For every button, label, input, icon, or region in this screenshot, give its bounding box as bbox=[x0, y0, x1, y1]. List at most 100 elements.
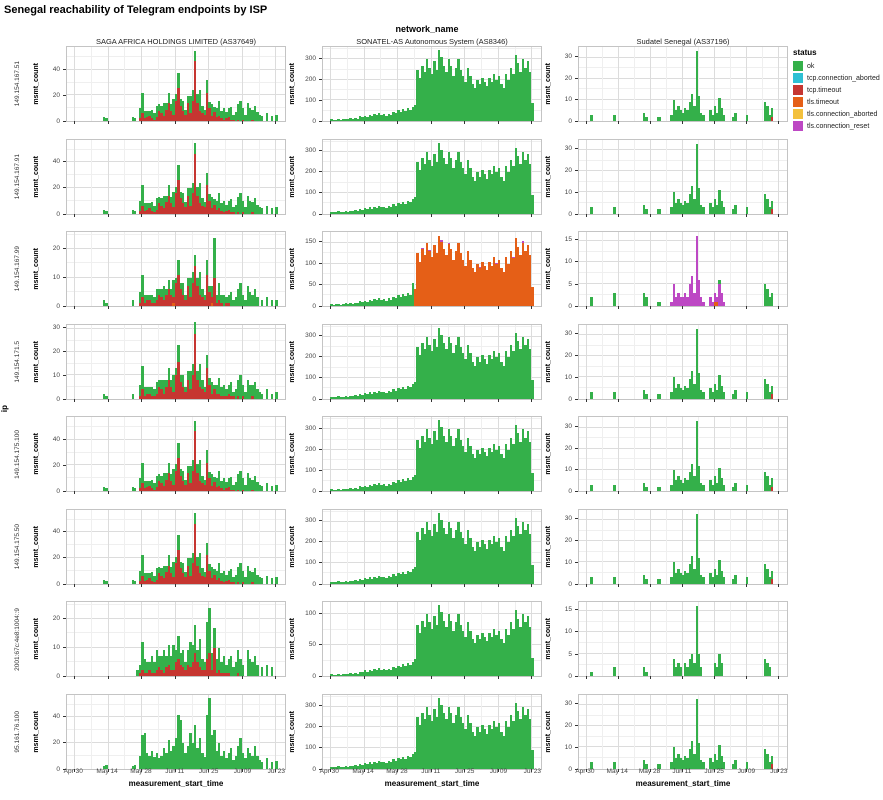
bar-segment bbox=[143, 673, 147, 676]
gridline-major-v bbox=[585, 47, 587, 121]
gridline-major-h bbox=[67, 618, 285, 620]
bar-segment bbox=[485, 363, 489, 399]
bar-segment bbox=[227, 673, 230, 676]
bar-segment bbox=[672, 192, 675, 214]
gridline-minor-h bbox=[579, 294, 787, 296]
x-tick-mark bbox=[497, 676, 499, 679]
bar-segment bbox=[481, 170, 484, 214]
facet-cell: msmt_count 0 10 20 30 bbox=[542, 46, 788, 125]
y-tick-label: 5 bbox=[568, 280, 572, 288]
gridline-major-v bbox=[141, 47, 143, 121]
bar-segment bbox=[332, 767, 335, 769]
bar-segment bbox=[495, 449, 498, 491]
bar-segment bbox=[380, 762, 383, 769]
bar-segment bbox=[454, 437, 458, 491]
y-tick-label: 200 bbox=[305, 353, 316, 361]
bar-segment bbox=[196, 556, 199, 566]
y-tick-mark bbox=[63, 161, 66, 163]
y-tick-mark bbox=[575, 447, 578, 449]
bar-segment bbox=[519, 164, 522, 214]
bar-segment bbox=[768, 484, 771, 491]
bar-segment bbox=[358, 486, 362, 491]
bar-segment bbox=[433, 61, 436, 121]
row-strip-label: 2001:67c:4e8:1004::9 bbox=[13, 607, 21, 671]
bar-segment bbox=[684, 108, 687, 121]
gridline-minor-h bbox=[67, 729, 285, 731]
gridline-major-v bbox=[649, 139, 651, 214]
gridline-minor-v bbox=[601, 694, 603, 769]
bar-segment bbox=[643, 760, 646, 769]
bar-segment bbox=[433, 616, 436, 676]
bar-segment bbox=[275, 484, 278, 491]
bar-segment bbox=[718, 467, 721, 491]
bar-segment bbox=[720, 478, 723, 491]
bar-segment bbox=[399, 111, 403, 121]
x-tick-mark bbox=[649, 213, 651, 217]
bar-segment bbox=[385, 485, 388, 491]
bar-segment bbox=[246, 195, 250, 214]
gridline-minor-v bbox=[258, 602, 260, 676]
bar-segment bbox=[497, 75, 501, 121]
bar-segment bbox=[179, 561, 182, 569]
gridline-minor-v bbox=[90, 509, 92, 584]
bar-segment bbox=[361, 117, 364, 121]
legend-swatch bbox=[793, 109, 803, 119]
bar-segment bbox=[507, 172, 510, 214]
bar-segment bbox=[445, 626, 448, 676]
gridline-major-v bbox=[363, 139, 365, 214]
bar-segment bbox=[478, 454, 482, 491]
bar-segment bbox=[454, 251, 458, 306]
x-axis-cell: Apr 30 May 14 May 28 Jun 11 Jun 25 Jul 09 Jul … bbox=[542, 766, 788, 792]
gridline-minor-v bbox=[258, 324, 260, 399]
bar-segment bbox=[402, 479, 405, 491]
bar-segment bbox=[766, 383, 769, 399]
y-ticks: 0 20 40 bbox=[42, 416, 66, 495]
gridline-minor-h bbox=[67, 81, 285, 83]
bar-segment bbox=[500, 361, 503, 399]
bar-segment bbox=[234, 482, 238, 491]
y-tick-mark bbox=[63, 491, 66, 492]
y-tick-label: 10 bbox=[52, 643, 60, 651]
bar-segment bbox=[234, 297, 238, 306]
bar-segment bbox=[105, 118, 108, 121]
gridline-major-h bbox=[579, 334, 787, 336]
x-tick-mark bbox=[363, 583, 365, 587]
x-tick-mark bbox=[363, 306, 365, 309]
bar-segment bbox=[421, 248, 424, 306]
bar-segment bbox=[270, 208, 274, 214]
bar-segment bbox=[143, 580, 147, 584]
bar-segment bbox=[702, 114, 705, 121]
legend: status ok tcp.connection_aborted tcp.timeo… bbox=[793, 48, 883, 133]
bar-segment bbox=[771, 200, 774, 210]
gridline-minor-v bbox=[665, 509, 667, 584]
bar-segment bbox=[342, 396, 345, 399]
bar-segment bbox=[720, 662, 723, 676]
bar-segment bbox=[160, 198, 163, 206]
bar-segment bbox=[170, 288, 173, 295]
bar-segment bbox=[179, 720, 182, 769]
bar-segment bbox=[711, 114, 714, 121]
bar-segment bbox=[718, 745, 721, 769]
bar-segment bbox=[670, 484, 673, 491]
y-tick-mark bbox=[319, 469, 322, 471]
bar-segment bbox=[643, 205, 646, 214]
bar-segment bbox=[162, 673, 166, 676]
gridline-major-v bbox=[241, 602, 243, 676]
bar-segment bbox=[165, 667, 168, 676]
x-tick-mark bbox=[617, 398, 619, 402]
bar-segment bbox=[261, 300, 264, 306]
bar-segment bbox=[246, 748, 250, 769]
gridline-major-v bbox=[617, 47, 619, 121]
bar-segment bbox=[179, 99, 182, 106]
bar-segment bbox=[165, 380, 168, 387]
bar-segment bbox=[198, 294, 202, 306]
bar-segment bbox=[186, 277, 190, 287]
bar-segment bbox=[225, 580, 228, 584]
x-tick-mark bbox=[777, 491, 779, 494]
bar-segment bbox=[346, 211, 350, 214]
gridline-major-v bbox=[617, 602, 619, 676]
bar-segment bbox=[349, 765, 352, 769]
y-tick-mark bbox=[319, 306, 322, 307]
bar-segment bbox=[275, 114, 278, 121]
y-tick-mark bbox=[319, 520, 322, 522]
